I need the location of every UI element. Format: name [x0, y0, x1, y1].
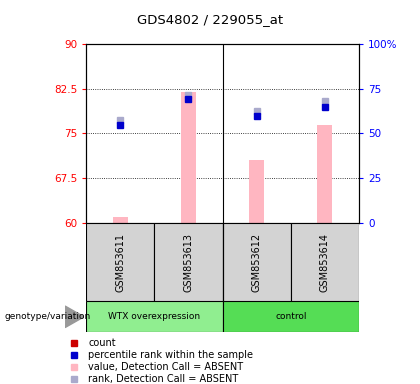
Text: GSM853613: GSM853613: [184, 233, 194, 291]
Bar: [155, 223, 223, 301]
Bar: [86, 301, 223, 332]
Text: WTX overexpression: WTX overexpression: [108, 312, 200, 321]
Bar: [223, 301, 359, 332]
Text: control: control: [275, 312, 307, 321]
Text: GSM853614: GSM853614: [320, 233, 330, 291]
Text: GSM853611: GSM853611: [115, 233, 125, 291]
Bar: [181, 92, 196, 223]
Text: count: count: [88, 338, 116, 348]
Bar: [291, 223, 359, 301]
Bar: [249, 160, 264, 223]
Text: value, Detection Call = ABSENT: value, Detection Call = ABSENT: [88, 362, 244, 372]
Polygon shape: [65, 306, 84, 328]
Bar: [223, 223, 291, 301]
Bar: [318, 124, 333, 223]
Text: GSM853612: GSM853612: [252, 233, 262, 291]
Bar: [113, 217, 128, 223]
Text: rank, Detection Call = ABSENT: rank, Detection Call = ABSENT: [88, 374, 239, 384]
Text: GDS4802 / 229055_at: GDS4802 / 229055_at: [137, 13, 283, 26]
Text: genotype/variation: genotype/variation: [4, 312, 90, 321]
Text: percentile rank within the sample: percentile rank within the sample: [88, 350, 253, 360]
Bar: [86, 223, 155, 301]
